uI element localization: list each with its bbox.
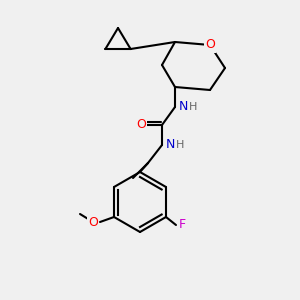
Text: N: N xyxy=(165,139,175,152)
Text: O: O xyxy=(88,215,98,229)
Text: F: F xyxy=(178,218,185,232)
Text: H: H xyxy=(176,140,184,150)
Text: O: O xyxy=(205,38,215,52)
Text: H: H xyxy=(189,102,197,112)
Text: N: N xyxy=(178,100,188,113)
Text: O: O xyxy=(136,118,146,131)
